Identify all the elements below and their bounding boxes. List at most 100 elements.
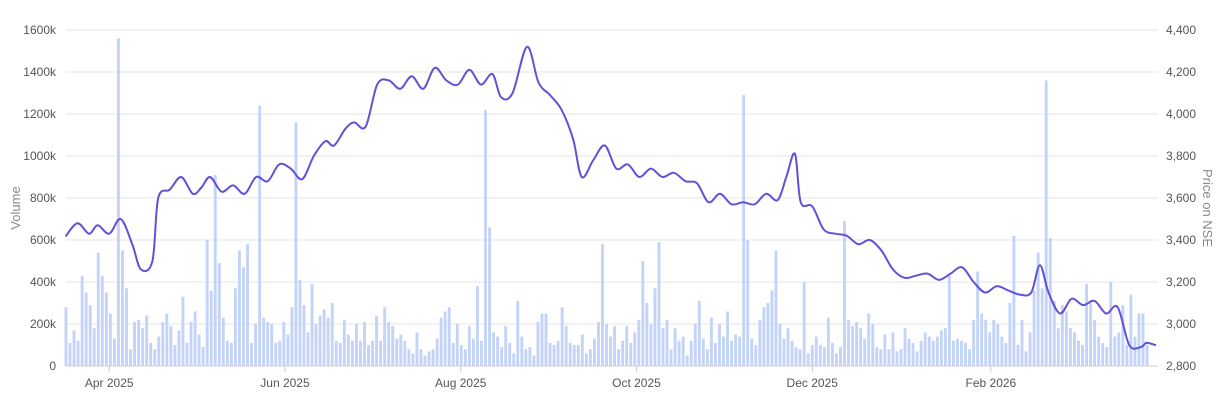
volume-bar <box>72 330 76 366</box>
volume-bar <box>80 275 84 366</box>
y-right-tick-label: 3,200 <box>1166 275 1196 289</box>
volume-bar <box>149 342 153 366</box>
x-tick-label: Apr 2025 <box>85 376 134 390</box>
x-tick-label: Dec 2025 <box>787 376 839 390</box>
y-left-tick-label: 1000k <box>23 149 57 163</box>
volume-bar <box>318 315 322 366</box>
volume-bar <box>584 353 588 366</box>
volume-bar <box>1044 80 1048 367</box>
volume-bar <box>802 282 806 366</box>
volume-bar <box>463 349 467 366</box>
volume-bar <box>1052 300 1056 366</box>
volume-bar <box>988 332 992 366</box>
y-right-tick-label: 3,400 <box>1166 233 1196 247</box>
volume-bar <box>1113 336 1117 366</box>
volume-bar <box>806 353 810 366</box>
volume-bar <box>859 328 863 366</box>
volume-bar <box>270 324 274 366</box>
volume-bar <box>415 332 419 366</box>
volume-bar <box>552 345 556 366</box>
volume-bar <box>528 347 532 366</box>
volume-bar <box>742 95 746 366</box>
volume-bar <box>500 347 504 366</box>
volume-bar <box>673 328 677 366</box>
volume-bar <box>375 315 379 366</box>
volume-bar <box>851 326 855 366</box>
volume-bar <box>1056 328 1060 366</box>
volume-bar <box>964 342 967 366</box>
volume-bar <box>883 334 887 366</box>
y-left-tick-label: 1400k <box>23 65 57 79</box>
volume-bar <box>185 342 189 366</box>
volume-bar <box>225 340 229 366</box>
volume-bar <box>915 351 919 366</box>
volume-bar <box>976 271 980 366</box>
y-right-tick-label: 3,600 <box>1166 191 1196 205</box>
volume-bar <box>705 349 709 366</box>
volume-bar <box>1129 294 1133 366</box>
volume-bar <box>302 305 306 366</box>
volume-bar <box>1036 252 1040 366</box>
volume-bar <box>681 336 685 366</box>
volume-bar <box>326 317 330 366</box>
volume-bar <box>899 349 903 366</box>
volume-bar <box>923 332 927 366</box>
volume-bar <box>1109 282 1113 366</box>
volume-bar <box>665 319 669 366</box>
volume-bar <box>1137 313 1141 366</box>
volume-bar <box>64 307 68 366</box>
volume-bar <box>613 326 617 366</box>
volume-bar <box>609 336 613 366</box>
volume-bar <box>669 349 673 366</box>
volume-bar <box>641 261 645 366</box>
volume-bar <box>512 353 516 366</box>
volume-bar <box>229 342 233 366</box>
volume-bar <box>282 321 286 366</box>
volume-bar <box>177 330 181 366</box>
volume-bar <box>560 307 564 366</box>
volume-bar <box>657 242 661 366</box>
volume-bar <box>718 324 721 366</box>
volume-bar <box>947 275 951 366</box>
volume-bar <box>1085 284 1088 366</box>
volume-bar <box>254 324 258 366</box>
volume-bar <box>1077 340 1080 366</box>
volume-bar <box>879 349 883 366</box>
volume-bar <box>588 349 592 366</box>
volume-bar <box>1121 305 1125 366</box>
y-right-tick-label: 2,800 <box>1166 359 1196 373</box>
volume-bar <box>262 317 266 366</box>
volume-bar <box>960 340 963 366</box>
volume-bar <box>750 338 754 366</box>
volume-bar <box>891 332 895 366</box>
volume-bar <box>1040 288 1044 366</box>
volume-bar <box>439 317 443 366</box>
volume-bar <box>1020 319 1024 366</box>
x-tick-label: Oct 2025 <box>612 376 661 390</box>
volume-bar <box>1000 336 1004 366</box>
y-left-tick-label: 1600k <box>23 23 57 37</box>
volume-bar <box>205 240 209 366</box>
volume-bar <box>645 303 649 366</box>
volume-bar <box>508 342 512 366</box>
volume-bar <box>564 326 568 366</box>
volume-bar <box>701 338 705 366</box>
volume-bar <box>395 338 399 366</box>
volume-bar <box>322 309 326 366</box>
volume-bar <box>125 288 128 366</box>
volume-bar <box>794 347 798 366</box>
volume-bar <box>532 355 536 366</box>
volume-bar <box>68 342 72 366</box>
volume-bar <box>496 336 500 366</box>
volume-bar <box>903 328 907 366</box>
volume-bar <box>863 338 867 366</box>
volume-bar <box>1064 311 1068 366</box>
volume-bar <box>116 38 120 367</box>
volume-bar <box>286 334 290 366</box>
volume-bar <box>1117 332 1121 366</box>
volume-bar <box>1068 328 1072 366</box>
volume-bar <box>298 279 302 366</box>
volume-bar <box>843 221 846 366</box>
volume-bar <box>1141 313 1145 366</box>
volume-bar <box>133 321 137 366</box>
